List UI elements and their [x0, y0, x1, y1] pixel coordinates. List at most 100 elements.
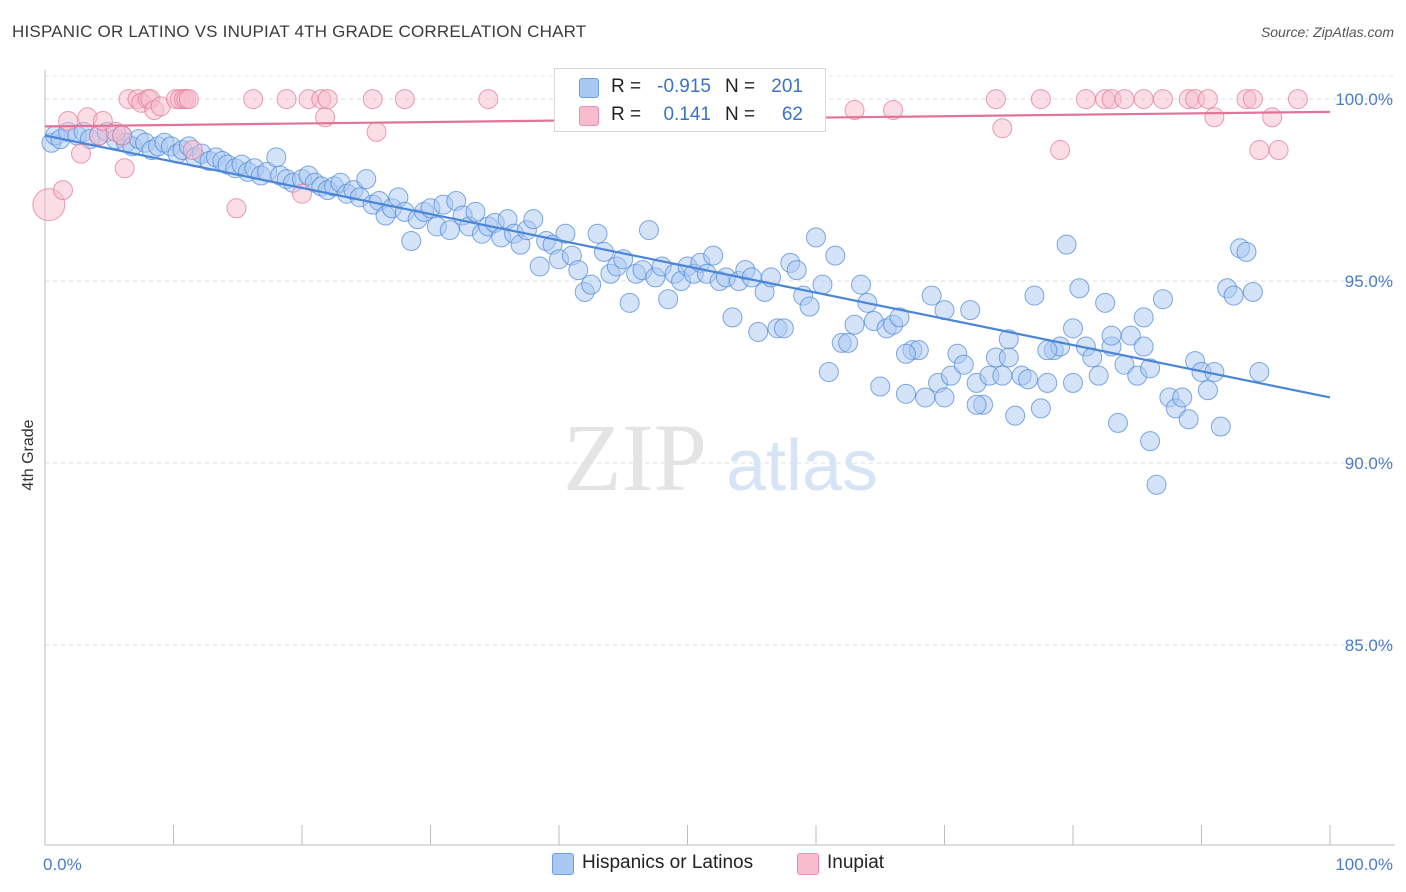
tick-labels: 100.0% 95.0% 90.0% 85.0% 0.0% 100.0%	[43, 90, 1393, 874]
hispanic-point	[1249, 361, 1270, 382]
legend-swatch-inupiat	[579, 106, 599, 126]
legend-r-value: 0.141	[663, 104, 711, 125]
hispanic-point	[401, 231, 422, 252]
hispanic-point	[1146, 474, 1167, 495]
hispanic-trend-line	[44, 134, 1331, 399]
inupiat-point	[844, 100, 865, 121]
inupiat-point	[317, 89, 338, 110]
hispanic-point	[895, 383, 916, 404]
hispanic-point	[966, 394, 987, 415]
inupiat-point	[985, 89, 1006, 110]
legend-row-inupiat: R = 0.141 N = 62	[555, 101, 825, 129]
legend-row-hispanic: R = -0.915 N = 201	[555, 73, 825, 101]
hispanic-point	[850, 274, 871, 295]
y-axis-label: 4th Grade	[20, 419, 37, 490]
hispanic-point	[806, 227, 826, 248]
x-tick-label: 0.0%	[43, 855, 82, 874]
inupiat-point	[114, 158, 135, 179]
hispanic-point	[838, 332, 859, 353]
inupiat-point	[1050, 140, 1071, 161]
series-label-hispanic: Hispanics or Latinos	[582, 852, 754, 873]
legend-n-value: 201	[771, 76, 803, 97]
hispanic-point	[266, 147, 287, 168]
hispanic-point	[1178, 409, 1199, 430]
inupiat-point	[1249, 140, 1270, 161]
inupiat-point	[1262, 107, 1283, 128]
hispanic-point	[1140, 431, 1161, 452]
hispanic-point	[1172, 387, 1193, 408]
hispanic-point	[1063, 318, 1083, 339]
inupiat-point	[1287, 89, 1308, 110]
inupiat-point	[1242, 89, 1263, 110]
hispanic-point	[992, 365, 1013, 386]
hispanic-point	[934, 387, 955, 408]
hispanic-point	[1030, 398, 1051, 419]
hispanic-point	[921, 285, 942, 306]
series-swatch-inupiat	[797, 853, 819, 875]
hispanic-point	[722, 307, 743, 328]
x-tick-label: 100.0%	[1335, 855, 1393, 874]
hispanic-point	[619, 292, 640, 313]
legend-swatch-hispanic	[579, 78, 599, 98]
hispanic-point	[1005, 405, 1026, 426]
legend-n-label: N =	[725, 104, 756, 125]
hispanic-point	[1018, 369, 1039, 390]
inupiat-point	[178, 89, 199, 110]
hispanic-point	[1088, 365, 1109, 386]
hispanic-point	[1242, 281, 1263, 302]
watermark-atlas: atlas	[726, 426, 878, 506]
hispanic-point	[870, 376, 891, 397]
inupiat-point	[992, 118, 1013, 139]
inupiat-point	[394, 89, 415, 110]
hispanic-point	[555, 223, 576, 244]
hispanic-point	[889, 307, 910, 328]
inupiat-point	[243, 89, 264, 110]
legend-n-value: 62	[781, 104, 803, 125]
chart-title: HISPANIC OR LATINO VS INUPIAT 4TH GRADE …	[12, 22, 587, 41]
inupiat-point	[1204, 107, 1225, 128]
hispanic-point	[895, 343, 916, 364]
hispanic-point	[356, 169, 377, 190]
legend-r-label: R =	[611, 76, 642, 97]
hispanic-point	[812, 274, 833, 295]
inupiat-point	[1152, 89, 1173, 110]
hispanic-point	[587, 223, 608, 244]
hispanic-point	[915, 387, 936, 408]
hispanic-point	[658, 289, 679, 310]
hispanic-point	[1037, 340, 1058, 361]
hispanic-point	[1223, 285, 1244, 306]
hispanic-point	[748, 321, 769, 342]
hispanic-point	[825, 245, 846, 266]
inupiat-point	[226, 198, 247, 219]
inupiat-point	[1030, 89, 1051, 110]
series-swatch-hispanic	[552, 853, 574, 875]
axes	[44, 70, 1395, 846]
hispanic-point	[1069, 278, 1090, 299]
inupiat-point	[112, 125, 133, 146]
inupiat-point	[1268, 140, 1289, 161]
hispanic-point	[1133, 336, 1154, 357]
hispanic-point	[1037, 372, 1058, 393]
inupiat-point	[70, 143, 91, 164]
legend-n-label: N =	[725, 76, 756, 97]
hispanic-point	[1197, 380, 1218, 401]
legend-r-value: -0.915	[657, 76, 711, 97]
hispanic-point	[799, 296, 820, 317]
hispanic-point	[1140, 358, 1161, 379]
inupiat-point	[1133, 89, 1154, 110]
hispanic-point	[773, 318, 794, 339]
hispanic-point	[638, 220, 659, 241]
legend-r-label: R =	[611, 104, 642, 125]
source-credit: Source: ZipAtlas.com	[1260, 24, 1394, 40]
inupiat-point	[52, 180, 73, 201]
hispanic-point	[581, 274, 602, 295]
hispanic-point	[1152, 289, 1173, 310]
correlation-legend: R = -0.915 N = 201 R = 0.141 N = 62	[554, 68, 826, 132]
inupiat-point	[883, 100, 904, 121]
hispanic-point	[1024, 285, 1045, 306]
inupiat-point	[1114, 89, 1135, 110]
y-tick-label: 85.0%	[1345, 636, 1393, 655]
hispanic-point	[703, 245, 724, 266]
hispanic-point	[1063, 372, 1083, 393]
